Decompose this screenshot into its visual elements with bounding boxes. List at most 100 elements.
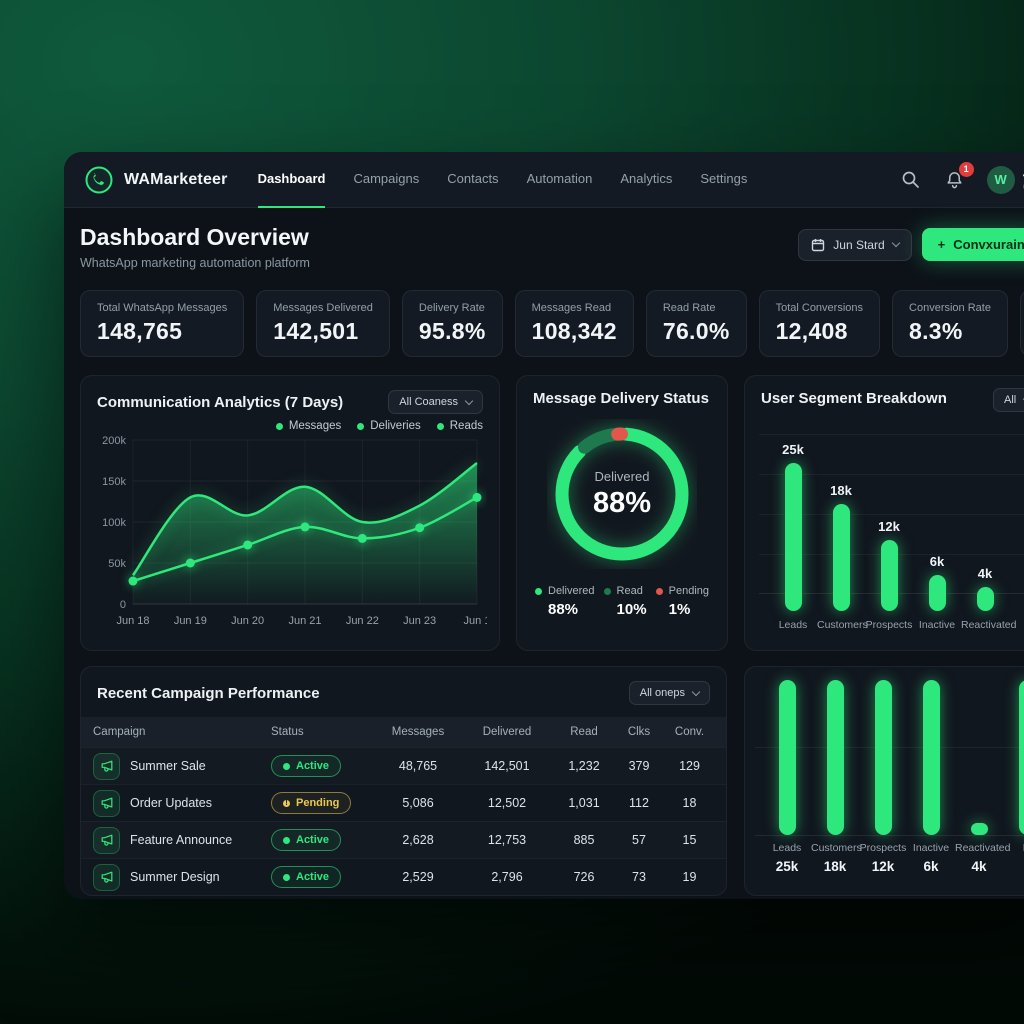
table-cell: 2,628: [402, 833, 434, 847]
bar: [1018, 680, 1024, 835]
analytics-filter-dropdown[interactable]: All Coaness: [388, 390, 483, 414]
campaign-filter-dropdown[interactable]: All oneps: [628, 681, 710, 705]
bar: [826, 680, 844, 835]
campaign-table-title: Recent Campaign Performance: [97, 684, 320, 702]
user-name: Jon: [1023, 167, 1024, 180]
svg-text:Jun 19: Jun 19: [174, 615, 207, 627]
table-cell: 73: [632, 870, 646, 884]
donut-legend: Delivered 88% Read 10% Pending 1%: [533, 585, 711, 618]
table-cell: 112: [629, 796, 649, 810]
brand: WAMarketeer: [84, 165, 228, 195]
plus-icon: +: [937, 237, 946, 252]
svg-text:100k: 100k: [102, 517, 126, 529]
bar-slot: [1003, 675, 1024, 835]
legend-pending: Pending 1%: [655, 585, 709, 618]
bar-slot: 18k: [817, 483, 865, 611]
bar-slot: [955, 675, 1003, 835]
bar: [976, 587, 994, 611]
table-cell: 5,086: [402, 796, 434, 810]
table-header-row: Campaign Status Messages Delivered Read …: [81, 717, 726, 747]
table-row: Summer Design Active 2,529 2,796 726 73 19: [81, 858, 726, 895]
chevron-down-icon: [891, 238, 900, 248]
svg-text:50k: 50k: [108, 558, 126, 570]
table-cell: 18: [682, 796, 697, 810]
bar-slot: [907, 675, 955, 835]
kpi-cutoff: [1019, 290, 1024, 356]
nav-item-analytics[interactable]: Analytics: [620, 171, 673, 186]
table-cell: 12,753: [487, 833, 527, 847]
create-campaign-button[interactable]: + Convxuraine: [921, 228, 1024, 261]
bar: [778, 680, 796, 835]
user-menu[interactable]: W Jon @fle: [986, 165, 1024, 194]
communication-analytics-panel: Communication Analytics (7 Days) All Coa…: [80, 375, 500, 651]
chevron-down-icon: [464, 396, 474, 405]
kpi-total-conversions: Total Conversions 12,408: [758, 290, 881, 357]
campaign-name: Summer Design: [130, 870, 220, 884]
svg-text:Jun 18: Jun 18: [116, 615, 149, 627]
date-range-label: Jun Stard: [833, 237, 885, 252]
search-icon[interactable]: [899, 168, 923, 192]
kpi-delivery-rate: Delivery Rate 95.8%: [401, 290, 503, 357]
nav-item-contacts[interactable]: Contacts: [447, 171, 499, 186]
calendar-icon: [812, 238, 825, 251]
nav-menu: Dashboard Campaigns Contacts Automation …: [257, 152, 748, 208]
bar: [970, 823, 988, 835]
bar-slot: [763, 675, 811, 835]
table-cell: 129: [679, 759, 700, 773]
segment-filter-dropdown[interactable]: All: [993, 388, 1024, 412]
nav-item-campaigns[interactable]: Campaigns: [353, 171, 420, 186]
bar: [784, 463, 802, 611]
legend-delivered: Delivered 88%: [535, 585, 594, 618]
legend-read: Read 10%: [603, 585, 647, 618]
svg-text:Jun 20: Jun 20: [231, 615, 264, 627]
bar-slot: [859, 675, 907, 835]
legend-dot: [535, 587, 542, 595]
notifications-bell-icon[interactable]: 1: [943, 161, 974, 192]
table-row: Summer Sale Active 48,765 142,501 1,232 379 12…: [81, 747, 726, 784]
table-cell: 57: [632, 833, 646, 847]
campaign-performance-panel: Recent Campaign Performance All oneps Ca…: [80, 666, 727, 896]
whatsapp-logo-icon: [84, 165, 114, 195]
table-cell: 19: [682, 870, 697, 884]
line-chart: 0 50k 100k 150k 200k Jun 18 Jun 19 Jun 20 Jun 21…: [102, 435, 487, 627]
page-subtitle: WhatsApp marketing automation platform: [80, 256, 310, 270]
chevron-down-icon: [691, 687, 701, 696]
megaphone-icon: [93, 826, 120, 854]
nav-item-automation[interactable]: Automation: [526, 171, 593, 186]
brand-name: WAMarketeer: [124, 170, 228, 188]
bar: [922, 680, 940, 835]
bar-slot: 6k: [913, 554, 961, 611]
user-segment-panel: User Segment Breakdown All 25k 18k 12k 6k 4k…: [744, 375, 1024, 651]
campaign-name: Feature Announce: [130, 833, 233, 847]
date-range-selector[interactable]: Jun Stard: [798, 228, 912, 261]
table-row: Order Updates ! Pending 5,086 12,502 1,031 112…: [81, 784, 726, 821]
avatar: W: [986, 165, 1015, 194]
dashboard-window: WAMarketeer Dashboard Campaigns Contacts…: [64, 152, 1024, 899]
status-badge: Active: [271, 829, 342, 851]
legend-dot: [436, 422, 444, 430]
user-handle: @fle: [1023, 181, 1024, 192]
svg-text:Jun 21: Jun 21: [288, 615, 321, 627]
legend-dot: [655, 587, 663, 595]
svg-text:Jun 23: Jun 23: [403, 615, 436, 627]
volume-values: 25k 18k 12k 6k 4k: [775, 859, 987, 874]
nav-item-dashboard[interactable]: Dashboard: [257, 152, 326, 208]
kpi-messages-read: Messages Read 108,342: [514, 290, 634, 357]
bar: [832, 504, 850, 611]
delivery-status-panel: Message Delivery Status Delivered 88% De…: [516, 375, 728, 651]
svg-text:200k: 200k: [102, 435, 126, 447]
kpi-messages-delivered: Messages Delivered 142,501: [256, 290, 390, 357]
page-title: Dashboard Overview: [80, 224, 309, 250]
svg-text:Jun 1: Jun 1: [464, 615, 487, 627]
table-cell: 15: [682, 833, 697, 847]
table-cell: 2,796: [491, 870, 523, 884]
svg-text:0: 0: [120, 599, 126, 611]
megaphone-icon: [93, 863, 120, 891]
campaign-name: Summer Sale: [130, 759, 206, 773]
svg-text:Jun 22: Jun 22: [346, 615, 379, 627]
segment-bars: 25k 18k 12k 6k 4k: [761, 431, 1024, 611]
status-badge: Active: [271, 755, 342, 777]
kpi-total-messages: Total WhatsApp Messages 148,765: [80, 290, 245, 357]
megaphone-icon: [93, 789, 120, 817]
nav-item-settings[interactable]: Settings: [700, 171, 748, 186]
